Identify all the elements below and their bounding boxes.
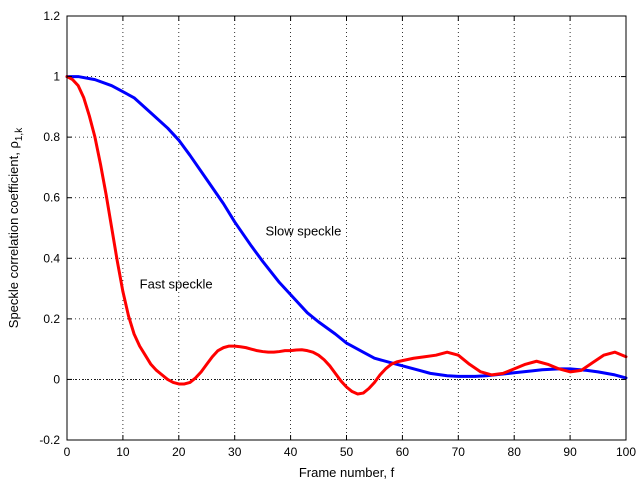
x-tick-label: 60 (396, 445, 410, 459)
series-layer (65, 75, 628, 396)
y-tick-label: -0.2 (39, 433, 60, 447)
y-tick-label: 0.2 (43, 312, 60, 326)
x-tick-label: 90 (563, 445, 577, 459)
x-tick-label: 100 (616, 445, 636, 459)
ticks: 0 10 20 30 40 50 60 70 80 90 100 -0.2 0 0.2 0.4 0.6 0.8 1… (39, 9, 636, 459)
annotations: Slow speckle Fast speckle (140, 224, 342, 292)
x-tick-label: 70 (452, 445, 466, 459)
series-line-1 (65, 75, 628, 396)
x-tick-label: 0 (64, 445, 71, 459)
annotation-1: Fast speckle (140, 277, 213, 292)
x-axis-label: Frame number, f (299, 465, 395, 480)
y-tick-label: 0.6 (43, 191, 60, 205)
y-tick-label: 0.8 (43, 130, 60, 144)
y-tick-label: 1 (53, 70, 60, 84)
x-tick-label: 80 (508, 445, 522, 459)
series-line-0 (65, 75, 628, 380)
grid (67, 16, 626, 440)
y-tick-label: 0 (53, 372, 60, 386)
y-axis-label: Speckle correlation coefficient, ρ1,k (6, 127, 25, 328)
y-axis-label-subscript: 1,k (14, 127, 25, 141)
x-tick-label: 40 (284, 445, 298, 459)
x-tick-label: 10 (116, 445, 130, 459)
y-axis-label-main: Speckle correlation coefficient, ρ (6, 141, 21, 328)
x-tick-label: 30 (228, 445, 242, 459)
x-tick-label: 50 (340, 445, 354, 459)
annotation-0: Slow speckle (265, 224, 341, 239)
y-tick-label: 1.2 (43, 9, 60, 23)
x-tick-label: 20 (172, 445, 186, 459)
y-tick-label: 0.4 (43, 251, 60, 265)
